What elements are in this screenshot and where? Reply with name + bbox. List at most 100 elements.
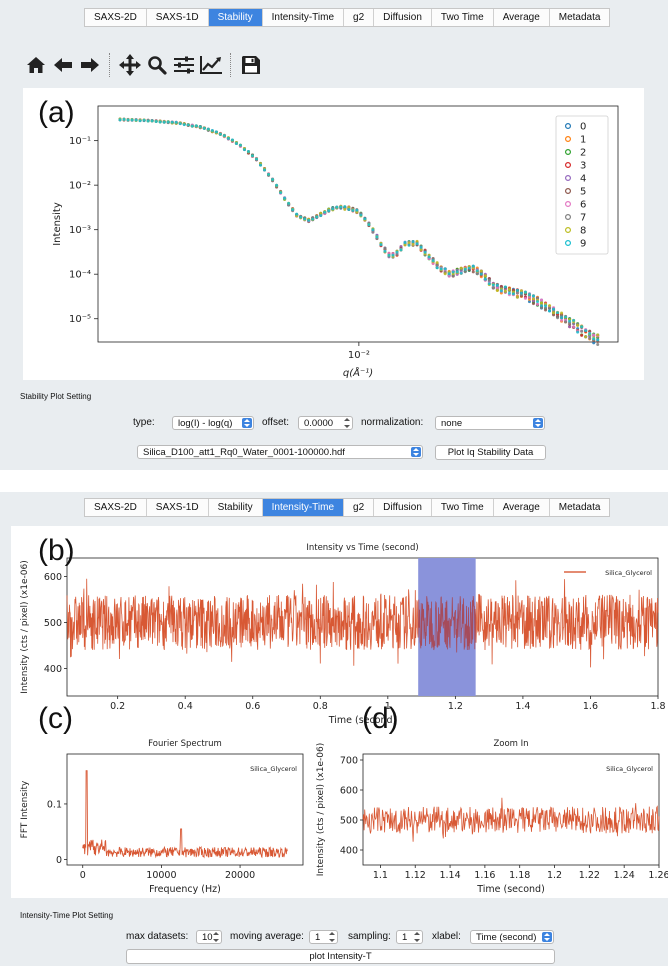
legend-marker [564,240,571,247]
type-select[interactable]: log(I) - log(q) [172,416,254,430]
normalization-select[interactable]: none [435,416,545,430]
edit-axis-icon[interactable] [198,52,224,78]
tab-saxs-1d[interactable]: SAXS-1D [147,9,209,26]
tab-diffusion[interactable]: Diffusion [374,9,432,26]
legend-marker [564,148,571,155]
tab-stability[interactable]: Stability [209,499,263,516]
file-select[interactable]: Silica_D100_att1_Rq0_Water_0001-100000.h… [137,445,423,459]
data-point [596,338,600,342]
data-point [535,302,539,306]
zoom-icon[interactable] [144,52,170,78]
x-axis-label: Time (second) [328,715,397,726]
data-point [491,283,495,287]
spin-arrows-icon [343,418,351,428]
forward-arrow-icon[interactable] [77,52,103,78]
data-point [162,120,166,124]
sampling-value: 1 [402,932,408,943]
y-tick-label: 400 [44,664,62,675]
tab-saxs-1d[interactable]: SAXS-1D [147,499,209,516]
data-point [527,293,531,297]
legend-marker [564,174,571,181]
data-point [407,241,411,245]
data-point [568,319,572,323]
tab-metadata[interactable]: Metadata [558,502,601,513]
series-line [82,770,288,859]
offset-value: 0.0000 [304,418,334,429]
data-point [411,240,415,244]
sampling-spinbox[interactable]: 1 [396,930,423,944]
data-point [287,201,291,205]
data-point [403,240,407,244]
moving-average-spinbox[interactable]: 1 [309,930,338,944]
data-point [507,291,511,295]
x-axis-label: Frequency (Hz) [149,884,221,895]
y-tick-label: 0.1 [47,799,62,810]
xlabel-select[interactable]: Time (second) [470,930,554,944]
tab-intensity-time[interactable]: Intensity-Time [262,499,345,516]
toolbar-separator [230,53,233,77]
data-point [371,230,375,234]
data-point [335,205,339,209]
home-icon[interactable] [23,52,49,78]
type-value: log(I) - log(q) [178,418,233,429]
data-point [467,266,471,270]
legend-entry: Silica_Glycerol [250,765,297,773]
x-tick-label: 1.2 [448,701,463,712]
back-arrow-icon[interactable] [50,52,76,78]
data-point [463,267,467,271]
tab-two-time[interactable]: Two Time [432,499,494,516]
data-point [395,252,399,256]
tab-stability[interactable]: Stability [208,9,263,26]
tab-g2[interactable]: g2 [344,9,375,26]
data-point [238,143,242,147]
data-point [491,286,495,290]
panel-label-b: (b) [38,534,75,567]
data-point [451,270,455,274]
data-point [447,272,451,276]
offset-label: offset: [262,417,290,428]
legend-entry: 3 [580,161,586,172]
tab-two-time[interactable]: Two Time [432,9,494,26]
data-point [560,316,564,320]
tab-average[interactable]: Average [494,9,550,26]
configure-subplots-icon[interactable] [171,52,197,78]
tab-g2[interactable]: g2 [344,499,375,516]
plot-iq-stability-button[interactable]: Plot Iq Stability Data [435,445,546,460]
offset-spinbox[interactable]: 0.0000 [298,416,353,430]
max-datasets-spinbox[interactable]: 10 [196,930,222,944]
data-point [544,308,548,312]
tab-intensity-time[interactable]: Intensity-Time [263,9,345,26]
data-point [515,295,519,299]
legend-marker [564,122,571,129]
series-line [362,797,660,842]
x-tick-label: 1.2 [547,870,562,881]
save-icon[interactable] [238,52,264,78]
tab-metadata[interactable]: Metadata [558,12,601,23]
chevron-updown-icon [533,418,543,428]
data-point [507,287,511,291]
data-point [415,242,419,246]
data-point [552,313,556,317]
data-point [592,341,596,345]
pan-icon[interactable] [117,52,143,78]
toolbar-separator [109,53,112,77]
tab-average[interactable]: Average [494,499,550,516]
tab-diffusion[interactable]: Diffusion [374,499,432,516]
data-point [355,210,359,214]
data-point [339,205,343,209]
data-point [439,267,443,271]
data-point [214,130,218,134]
data-point [194,124,198,128]
data-point [443,267,447,271]
data-point [363,217,367,221]
plot-intensity-t-button[interactable]: plot Intensity-T [126,949,555,964]
x-tick-label: 0.4 [178,701,193,712]
x-tick-label: 1.16 [474,870,495,881]
tab-saxs-2d[interactable]: SAXS-2D [85,9,147,26]
tab-saxs-2d[interactable]: SAXS-2D [85,499,147,516]
data-point [576,323,580,327]
data-point [552,311,556,315]
data-point [271,177,275,181]
data-point [222,134,226,138]
data-point [423,250,427,254]
